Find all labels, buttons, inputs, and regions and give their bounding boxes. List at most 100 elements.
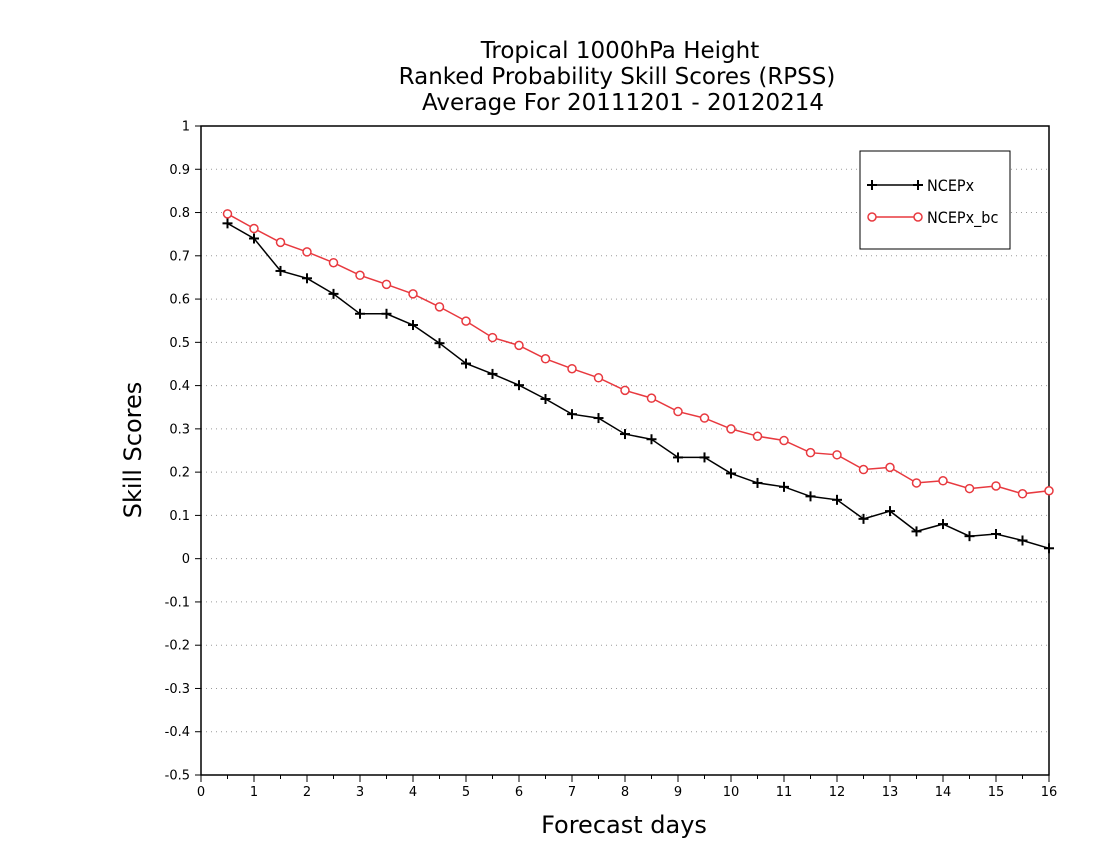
- y-tick-label-0: -0.5: [165, 769, 190, 784]
- y-tick-label-4: -0.1: [165, 595, 190, 610]
- legend-marker-end-NCEPx_bc: [913, 212, 923, 222]
- data-point-NCEPx_bc-10: [487, 332, 498, 343]
- data-point-NCEPx-18: [699, 452, 710, 463]
- y-tick-label-6: 0.1: [169, 509, 190, 524]
- x-tick-label-7: 7: [568, 785, 576, 800]
- y-tick-label-1: -0.4: [165, 725, 190, 740]
- data-point-NCEPx_bc-15: [620, 385, 630, 396]
- data-point-NCEPx_bc-24: [858, 464, 869, 475]
- data-point-NCEPx_bc-19: [726, 424, 736, 434]
- legend-label-NCEPx: NCEPx: [927, 176, 975, 195]
- data-series: [222, 209, 1054, 554]
- data-point-NCEPx_bc-7: [408, 289, 418, 299]
- legend-item-NCEPx: NCEPx: [867, 176, 975, 195]
- x-axis-title: Forecast days: [541, 811, 707, 839]
- data-point-NCEPx_bc-8: [434, 302, 445, 312]
- axes: -0.5 -0.4 -0.3 -0.2 -0.1 0 0.1 0.2 0.3 0.4 0.5 0.6 0…: [165, 120, 1058, 801]
- y-tick-label-10: 0.5: [169, 336, 190, 351]
- data-point-NCEPx-14: [593, 413, 604, 424]
- y-tick-label-9: 0.4: [169, 379, 190, 394]
- y-axis-title: Skill Scores: [119, 382, 147, 519]
- legend: NCEPx NCEPx_bc: [859, 150, 1011, 250]
- grid-lines: [201, 168, 1049, 733]
- data-point-NCEPx-8: [434, 338, 445, 349]
- data-point-NCEPx_bc-0: [222, 209, 233, 219]
- data-point-NCEPx-21: [779, 481, 789, 492]
- data-point-NCEPx-6: [381, 308, 392, 319]
- data-point-NCEPx_bc-18: [699, 413, 710, 423]
- data-point-NCEPx_bc-30: [1017, 489, 1028, 499]
- data-point-NCEPx_bc-5: [355, 270, 365, 281]
- series-NCEPx_bc: [222, 209, 1054, 499]
- y-tick-label-15: 1: [182, 120, 190, 135]
- data-point-NCEPx_bc-22: [805, 447, 816, 458]
- data-point-NCEPx-27: [938, 519, 948, 530]
- data-point-NCEPx-3: [302, 273, 312, 284]
- data-point-NCEPx-2: [275, 265, 286, 276]
- legend-marker-end-NCEPx: [913, 180, 923, 190]
- data-point-NCEPx_bc-1: [249, 223, 259, 234]
- x-tick-label-1: 1: [250, 785, 258, 800]
- y-tick-label-13: 0.8: [169, 206, 190, 221]
- legend-box: [859, 150, 1011, 250]
- data-point-NCEPx_bc-17: [673, 406, 683, 417]
- series-line-NCEPx: [227, 222, 1050, 550]
- data-point-NCEPx_bc-14: [593, 373, 604, 383]
- data-point-NCEPx-26: [911, 526, 922, 537]
- data-point-NCEPx_bc-23: [832, 450, 842, 460]
- legend-label-NCEPx_bc: NCEPx_bc: [927, 208, 998, 228]
- data-point-NCEPx-23: [832, 494, 842, 505]
- data-point-NCEPx_bc-21: [779, 435, 789, 446]
- x-tick-label-9: 9: [674, 785, 682, 800]
- data-point-NCEPx-0: [222, 218, 233, 229]
- data-point-NCEPx-20: [752, 477, 763, 488]
- data-point-NCEPx-22: [805, 491, 816, 502]
- data-point-NCEPx_bc-27: [938, 476, 948, 486]
- data-point-NCEPx-11: [514, 380, 524, 391]
- x-tick-label-5: 5: [462, 785, 470, 800]
- data-point-NCEPx-28: [964, 531, 975, 542]
- data-point-NCEPx-17: [673, 452, 683, 463]
- y-tick-label-11: 0.6: [169, 293, 190, 308]
- data-point-NCEPx-16: [646, 434, 657, 445]
- data-point-NCEPx_bc-25: [885, 462, 895, 473]
- data-point-NCEPx-5: [355, 308, 365, 319]
- x-tick-label-2: 2: [303, 785, 311, 800]
- data-point-NCEPx_bc-3: [302, 247, 312, 257]
- data-point-NCEPx_bc-2: [275, 237, 286, 248]
- data-point-NCEPx-25: [885, 506, 895, 517]
- data-point-NCEPx_bc-9: [461, 316, 471, 326]
- data-point-NCEPx-4: [328, 288, 339, 299]
- data-point-NCEPx-24: [858, 513, 869, 524]
- data-point-NCEPx_bc-28: [964, 483, 975, 494]
- x-tick-label-12: 12: [829, 785, 846, 800]
- x-tick-label-6: 6: [515, 785, 523, 800]
- data-point-NCEPx-7: [408, 320, 418, 331]
- y-tick-label-3: -0.2: [165, 639, 190, 654]
- series-line-NCEPx_bc: [227, 213, 1050, 495]
- data-point-NCEPx_bc-31: [1044, 485, 1054, 496]
- data-point-NCEPx-29: [991, 529, 1001, 540]
- data-point-NCEPx_bc-4: [328, 257, 339, 268]
- y-tick-label-7: 0.2: [169, 466, 190, 481]
- series-NCEPx: [222, 218, 1054, 554]
- data-point-NCEPx-10: [487, 368, 498, 379]
- data-point-NCEPx_bc-11: [514, 340, 524, 351]
- data-point-NCEPx_bc-20: [752, 431, 763, 441]
- x-tick-label-16: 16: [1041, 785, 1058, 800]
- chart-title-line-3: Average For 20111201 - 20120214: [422, 90, 824, 116]
- x-tick-label-13: 13: [882, 785, 899, 800]
- data-point-NCEPx-1: [249, 233, 259, 244]
- x-tick-label-3: 3: [356, 785, 364, 800]
- data-point-NCEPx-9: [461, 358, 471, 369]
- x-tick-label-8: 8: [621, 785, 629, 800]
- data-point-NCEPx-12: [540, 394, 551, 405]
- data-point-NCEPx_bc-26: [911, 478, 922, 488]
- x-tick-label-4: 4: [409, 785, 417, 800]
- data-point-NCEPx_bc-12: [540, 354, 551, 364]
- x-tick-label-15: 15: [988, 785, 1005, 800]
- y-tick-label-14: 0.9: [169, 163, 190, 178]
- data-point-NCEPx_bc-16: [646, 393, 657, 403]
- x-tick-label-14: 14: [935, 785, 952, 800]
